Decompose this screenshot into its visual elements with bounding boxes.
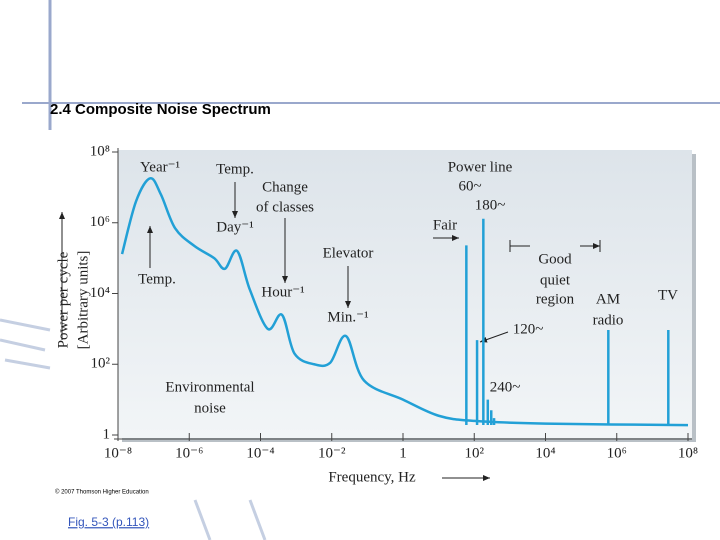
annotation: Temp. [138, 271, 176, 287]
x-tick-label: 10² [465, 445, 485, 461]
x-axis-label: Frequency, Hz [328, 469, 416, 485]
x-tick-label: 10⁻² [318, 445, 346, 461]
plot-area [118, 150, 692, 438]
decor [193, 499, 267, 540]
y-tick-label: 10⁴ [90, 285, 110, 301]
y-tick-label: 10⁸ [90, 143, 110, 159]
figure-link[interactable]: Fig. 5-3 (p.113) [68, 515, 149, 529]
annotation: Temp. [216, 161, 254, 177]
annotation: Min.⁻¹ [327, 309, 368, 325]
annotation: of classes [256, 199, 314, 215]
annotation: quiet [540, 272, 571, 288]
annotation: 120~ [513, 321, 544, 337]
annotation: noise [194, 400, 226, 416]
arrow [479, 331, 509, 343]
chart: Year⁻¹ Temp. Change of classes Day⁻¹ Tem… [55, 143, 698, 485]
bracket [509, 240, 601, 252]
x-tick-label: 1 [399, 445, 407, 461]
annotation: Elevator [323, 245, 374, 261]
annotation: 60~ [458, 178, 481, 194]
annotation: Hour⁻¹ [261, 284, 304, 300]
annotation: 240~ [490, 379, 521, 395]
annotation: TV [658, 287, 678, 303]
annotation: radio [593, 312, 624, 328]
y-tick-label: 10⁶ [90, 214, 110, 230]
annotation: 180~ [475, 197, 506, 213]
annotation: Fair [433, 217, 457, 233]
noise-curve [120, 177, 689, 427]
y-axis-label: [Arbitrary units] [75, 251, 91, 350]
annotation: Good [538, 251, 572, 267]
annotation: AM [596, 291, 620, 307]
x-tick-label: 10⁴ [535, 445, 555, 461]
y-axis-label: Power per cycle [55, 251, 71, 348]
annotation: Change [262, 179, 308, 195]
x-tick-label: 10⁶ [607, 445, 627, 461]
annotation: region [536, 291, 575, 307]
annotation: Year⁻¹ [140, 159, 180, 175]
x-tick-label: 10⁻⁴ [246, 445, 274, 461]
annotation: Power line [448, 159, 513, 175]
slide-title: 2.4 Composite Noise Spectrum [50, 101, 271, 118]
x-tick-label: 10⁻⁶ [175, 445, 203, 461]
copyright: © 2007 Thomson Higher Education [55, 489, 149, 496]
y-tick-label: 10² [91, 356, 111, 372]
x-tick-label: 10⁻⁸ [104, 445, 132, 461]
decor [0, 318, 51, 370]
y-tick-label: 1 [103, 426, 111, 442]
x-tick-label: 10⁸ [678, 445, 698, 461]
annotation: Environmental [165, 379, 254, 395]
annotation: Day⁻¹ [216, 219, 253, 235]
